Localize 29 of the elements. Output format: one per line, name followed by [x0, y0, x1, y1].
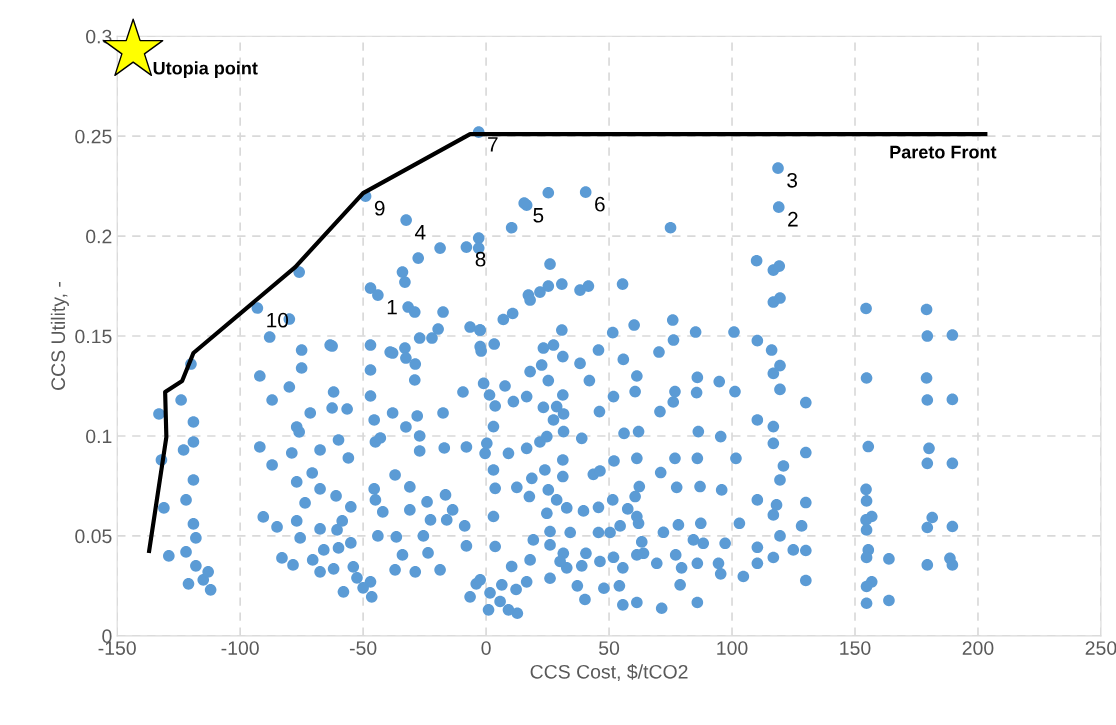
x-tick-label: 250 — [1085, 641, 1116, 655]
annotation: 7 — [488, 137, 498, 152]
annotation: 3 — [787, 172, 798, 188]
y-axis-title: CCS Utility, - — [50, 281, 69, 390]
x-tick-label: -100 — [221, 641, 259, 655]
x-tick-label: 200 — [962, 641, 994, 655]
annotation: 4 — [414, 225, 426, 240]
x-tick-label: -50 — [349, 641, 377, 655]
annotation: Utopia point — [153, 61, 258, 79]
annotation: 1 — [387, 300, 397, 315]
y-tick-label: 0.1 — [86, 429, 112, 444]
x-tick-label: 150 — [840, 641, 871, 655]
annotation: 8 — [475, 251, 486, 267]
x-tick-label: 0 — [481, 641, 491, 655]
annotation: 9 — [374, 200, 385, 216]
y-tick-label: 0 — [102, 629, 112, 644]
annotation: 6 — [595, 196, 605, 212]
y-tick-label: 0.15 — [75, 329, 112, 344]
x-tick-label: 100 — [717, 641, 748, 655]
annotation: Pareto Front — [890, 145, 997, 159]
annotation: 10 — [267, 312, 289, 328]
annotation: 5 — [533, 208, 544, 223]
x-tick-label: -150 — [98, 641, 136, 655]
annotation: 2 — [788, 211, 798, 227]
x-tick-label: 50 — [599, 641, 620, 655]
y-tick-label: 0.25 — [75, 129, 112, 144]
y-tick-label: 0.2 — [86, 229, 112, 244]
y-tick-label: 0.05 — [75, 529, 112, 544]
x-axis-title: CCS Cost, $/tCO2 — [530, 664, 688, 681]
